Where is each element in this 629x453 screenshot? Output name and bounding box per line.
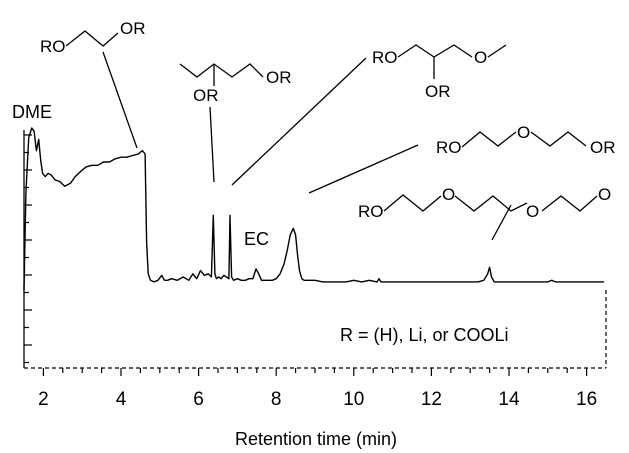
svg-text:RO: RO — [358, 202, 384, 221]
x-tick-label: 4 — [116, 389, 127, 410]
x-axis-title: Retention time (min) — [235, 429, 397, 449]
svg-text:O: O — [442, 185, 455, 204]
dme-label: DME — [12, 102, 52, 122]
svg-text:OR: OR — [120, 19, 146, 38]
structure-5: RO O O O — [358, 185, 611, 241]
svg-text:RO: RO — [40, 37, 66, 56]
x-axis-ticks: 2 4 6 8 10 12 14 16 — [38, 368, 597, 410]
structure-1-leader — [102, 51, 138, 149]
svg-text:RO: RO — [372, 48, 398, 67]
svg-text:OR: OR — [425, 82, 451, 101]
svg-text:OR: OR — [590, 138, 616, 157]
x-tick-label: 8 — [271, 389, 282, 410]
structure-5-leader — [491, 204, 512, 241]
structure-4-leader — [308, 144, 419, 194]
svg-text:O: O — [517, 123, 530, 142]
ec-label: EC — [244, 229, 269, 249]
x-tick-label: 10 — [343, 389, 364, 410]
series-layer — [23, 127, 605, 291]
structure-3-leader — [231, 57, 367, 186]
svg-text:OR: OR — [193, 86, 219, 105]
structure-3: RO OR O — [231, 44, 507, 186]
r-definition: R = (H), Li, or COOLi — [340, 325, 509, 345]
svg-text:O: O — [526, 202, 539, 221]
series-line-0 — [23, 127, 605, 291]
x-tick-label: 16 — [576, 389, 597, 410]
x-tick-label: 14 — [498, 389, 520, 410]
x-tick-label: 6 — [193, 389, 204, 410]
svg-text:O: O — [598, 185, 611, 204]
structure-2-leader — [209, 106, 215, 183]
y-axis-ticks — [24, 134, 32, 364]
structure-2: OR OR — [179, 63, 292, 183]
x-tick-label: 2 — [38, 389, 49, 410]
structure-4: RO O OR — [308, 123, 616, 194]
svg-text:RO: RO — [436, 138, 462, 157]
svg-text:O: O — [474, 48, 487, 67]
structure-1: RO OR — [40, 19, 146, 149]
x-tick-label: 12 — [421, 389, 442, 410]
svg-text:OR: OR — [266, 68, 292, 87]
